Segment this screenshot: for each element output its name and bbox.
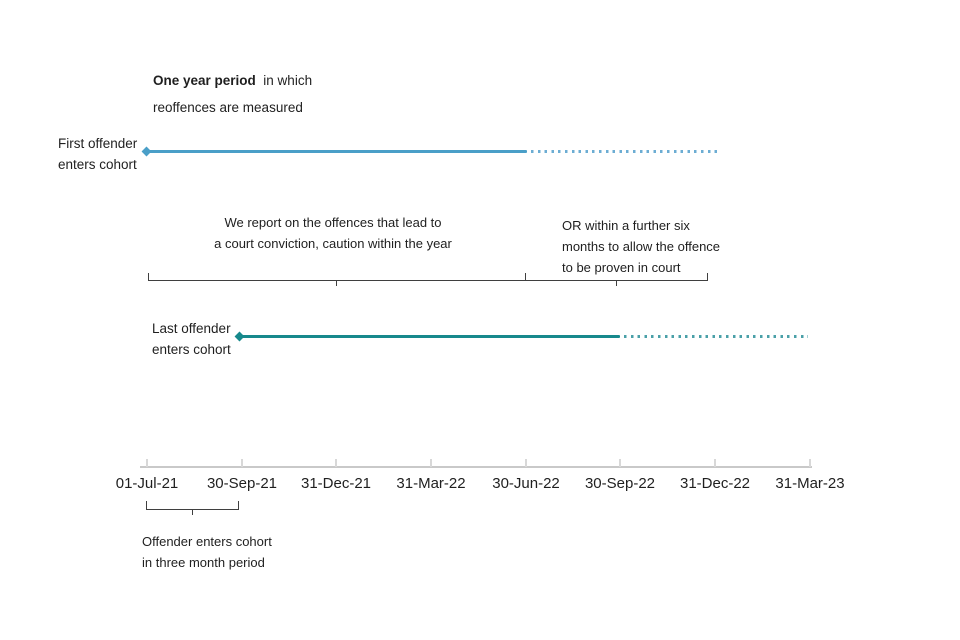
report-note-line2: a court conviction, caution within the y… — [214, 236, 452, 251]
or-note-line2: months to allow the offence — [562, 239, 721, 254]
measurement-period-note-line1: One year period in which — [153, 70, 312, 91]
axis-tick — [335, 459, 337, 467]
axis-label-30-sep-22: 30-Sep-22 — [584, 475, 656, 492]
axis-label-01-jul-21: 01-Jul-21 — [115, 475, 179, 492]
axis-tick — [146, 459, 148, 467]
report-note-line1: We report on the offences that lead to — [224, 215, 442, 230]
first-offender-label: First offender enters cohort — [58, 133, 137, 175]
or-note-line1: OR within a further six — [562, 218, 690, 233]
last-offender-label: Last offender enters cohort — [152, 318, 231, 360]
main-bracket-segment1-center-tick — [336, 281, 337, 286]
axis-tick — [241, 459, 243, 467]
last-offender-label-line1: Last offender — [152, 321, 231, 336]
cohort-entry-note: Offender enters cohort in three month pe… — [142, 531, 272, 573]
first-offender-label-line2: enters cohort — [58, 157, 137, 172]
cohort-bracket-left-end-tick — [146, 501, 147, 509]
or-note-line3: to be proven in court — [562, 260, 681, 275]
cohort-bracket-line — [146, 509, 239, 510]
date-axis-line — [140, 466, 812, 468]
cohort-bracket-right-end-tick — [238, 501, 239, 509]
last-offender-label-line2: enters cohort — [152, 342, 231, 357]
main-bracket-segment2-center-tick — [616, 281, 617, 286]
axis-tick — [619, 459, 621, 467]
last-timeline-dotted-line — [624, 335, 808, 338]
axis-label-30-jun-22: 30-Jun-22 — [492, 475, 560, 492]
last-timeline-solid-line — [239, 335, 620, 338]
measurement-period-note-line2: reoffences are measured — [153, 100, 303, 115]
report-note: We report on the offences that lead to a… — [202, 212, 464, 254]
first-timeline-solid-line — [146, 150, 527, 153]
first-offender-label-line1: First offender — [58, 136, 138, 151]
axis-tick — [714, 459, 716, 467]
or-note: OR within a further six months to allow … — [562, 215, 720, 278]
measurement-period-note-bold: One year period — [153, 73, 256, 88]
cohort-bracket-center-tick — [192, 510, 193, 515]
axis-label-31-mar-22: 31-Mar-22 — [396, 475, 466, 492]
axis-label-31-mar-23: 31-Mar-23 — [775, 475, 845, 492]
axis-label-31-dec-22: 31-Dec-22 — [679, 475, 751, 492]
axis-label-31-dec-21: 31-Dec-21 — [300, 475, 372, 492]
axis-tick — [430, 459, 432, 467]
measurement-period-note-rest: in which — [255, 73, 313, 88]
cohort-entry-note-line1: Offender enters cohort — [142, 534, 272, 549]
main-bracket-right-end-tick — [707, 273, 708, 280]
axis-tick — [809, 459, 811, 467]
main-bracket-line — [148, 280, 708, 281]
cohort-entry-note-line2: in three month period — [142, 555, 265, 570]
main-bracket-middle-tick — [525, 273, 526, 280]
first-timeline-dotted-line — [531, 150, 717, 153]
axis-label-30-sep-21: 30-Sep-21 — [206, 475, 278, 492]
main-bracket-left-end-tick — [148, 273, 149, 280]
axis-tick — [525, 459, 527, 467]
